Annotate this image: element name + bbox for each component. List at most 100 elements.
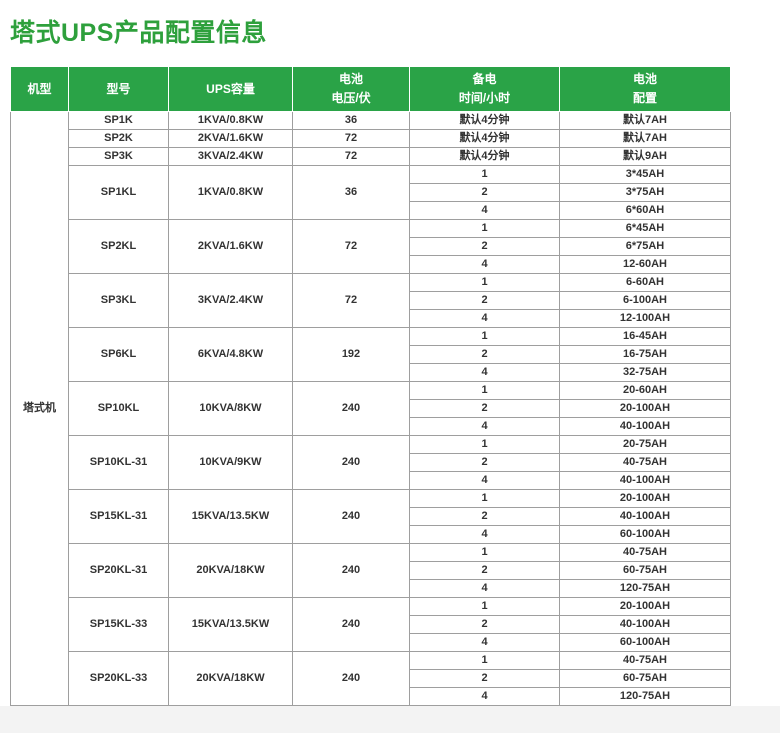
table-row: 4 12-100AH xyxy=(11,309,731,328)
cell-battery-config: 60-100AH xyxy=(559,633,731,652)
cell-battery-config: 120-75AH xyxy=(559,687,731,706)
cell-backup-time: 4 xyxy=(409,201,560,220)
cell-backup-time: 1 xyxy=(409,327,560,346)
cell-model: SP2KL xyxy=(68,219,169,274)
cell-ups-capacity: 3KVA/2.4KW xyxy=(168,147,293,166)
cell-ups-capacity: 20KVA/18KW xyxy=(168,651,293,706)
table-row: 4 60-100AH xyxy=(11,633,731,652)
cell-backup-time: 默认4分钟 xyxy=(409,129,560,148)
cell-backup-time: 4 xyxy=(409,471,560,490)
cell-battery-voltage: 240 xyxy=(292,651,410,706)
table-row: 2 3*75AH xyxy=(11,183,731,202)
table-row: SP20KL-31 20KVA/18KW 240 1 40-75AH xyxy=(11,543,731,598)
cell-battery-config: 6-60AH xyxy=(559,273,731,292)
cell-backup-time: 2 xyxy=(409,561,560,580)
cell-backup-time: 1 xyxy=(409,489,560,508)
cell-model: SP1KL xyxy=(68,165,169,220)
cell-backup-time: 1 xyxy=(409,651,560,670)
cell-battery-config: 40-100AH xyxy=(559,417,731,436)
cell-battery-config: 默认7AH xyxy=(559,129,731,148)
cell-model: SP15KL-33 xyxy=(68,597,169,652)
table-row: 4 40-100AH xyxy=(11,471,731,490)
table-row: SP2KL 2KVA/1.6KW 72 1 6*45AH xyxy=(11,219,731,274)
col-header-battery-config: 电池 配置 xyxy=(559,66,731,112)
page: 塔式UPS产品配置信息 机型 型号 UPS容量 电池 电压/伏 备电 时间/小时… xyxy=(10,19,731,706)
cell-ups-capacity: 10KVA/9KW xyxy=(168,435,293,490)
cell-battery-config: 20-100AH xyxy=(559,399,731,418)
cell-backup-time: 2 xyxy=(409,345,560,364)
table-row: 2 60-75AH xyxy=(11,561,731,580)
cell-backup-time: 1 xyxy=(409,381,560,400)
cell-battery-config: 60-75AH xyxy=(559,669,731,688)
table-row: 2 40-100AH xyxy=(11,615,731,634)
table-row: SP3K 3KVA/2.4KW 72 默认4分钟 默认9AH xyxy=(11,147,731,166)
cell-battery-config: 默认7AH xyxy=(559,111,731,130)
cell-battery-voltage: 72 xyxy=(292,219,410,274)
table-row: SP10KL-31 10KVA/9KW 240 1 20-75AH xyxy=(11,435,731,490)
cell-model: SP1K xyxy=(68,111,169,130)
cell-backup-time: 2 xyxy=(409,291,560,310)
table-row: 2 6-100AH xyxy=(11,291,731,310)
ups-config-table: 机型 型号 UPS容量 电池 电压/伏 备电 时间/小时 电池 配置 塔式机 SP… xyxy=(10,66,731,706)
cell-backup-time: 1 xyxy=(409,597,560,616)
cell-battery-config: 3*75AH xyxy=(559,183,731,202)
cell-model: SP15KL-31 xyxy=(68,489,169,544)
table-row: SP6KL 6KVA/4.8KW 192 1 16-45AH xyxy=(11,327,731,382)
cell-battery-config: 32-75AH xyxy=(559,363,731,382)
cell-battery-config: 默认9AH xyxy=(559,147,731,166)
cell-battery-config: 6*75AH xyxy=(559,237,731,256)
cell-battery-config: 16-45AH xyxy=(559,327,731,346)
table-row: 4 32-75AH xyxy=(11,363,731,382)
cell-backup-time: 4 xyxy=(409,633,560,652)
cell-ups-capacity: 6KVA/4.8KW xyxy=(168,327,293,382)
cell-backup-time: 1 xyxy=(409,435,560,454)
cell-battery-voltage: 240 xyxy=(292,435,410,490)
table-row: 2 40-75AH xyxy=(11,453,731,472)
cell-model: SP6KL xyxy=(68,327,169,382)
cell-backup-time: 2 xyxy=(409,183,560,202)
cell-backup-time: 4 xyxy=(409,525,560,544)
table-row: 2 20-100AH xyxy=(11,399,731,418)
col-header-backup-time: 备电 时间/小时 xyxy=(409,66,560,112)
table-header: 机型 型号 UPS容量 电池 电压/伏 备电 时间/小时 电池 配置 xyxy=(10,66,731,112)
page-bottom-area xyxy=(0,706,780,733)
cell-backup-time: 2 xyxy=(409,399,560,418)
table-row: SP10KL 10KVA/8KW 240 1 20-60AH xyxy=(11,381,731,436)
cell-backup-time: 2 xyxy=(409,453,560,472)
col-header-ups-capacity: UPS容量 xyxy=(168,66,293,112)
cell-battery-config: 20-100AH xyxy=(559,597,731,616)
table-row: SP20KL-33 20KVA/18KW 240 1 40-75AH xyxy=(11,651,731,706)
cell-battery-config: 20-60AH xyxy=(559,381,731,400)
cell-ups-capacity: 15KVA/13.5KW xyxy=(168,489,293,544)
cell-backup-time: 2 xyxy=(409,237,560,256)
cell-battery-config: 60-100AH xyxy=(559,525,731,544)
cell-battery-config: 40-75AH xyxy=(559,651,731,670)
cell-battery-config: 40-75AH xyxy=(559,453,731,472)
cell-battery-config: 12-60AH xyxy=(559,255,731,274)
col-header-model: 型号 xyxy=(68,66,169,112)
cell-backup-time: 4 xyxy=(409,579,560,598)
cell-model: SP3K xyxy=(68,147,169,166)
cell-battery-voltage: 72 xyxy=(292,147,410,166)
cell-battery-config: 20-75AH xyxy=(559,435,731,454)
table-header-row: 机型 型号 UPS容量 电池 电压/伏 备电 时间/小时 电池 配置 xyxy=(10,66,731,112)
cell-battery-config: 6*60AH xyxy=(559,201,731,220)
cell-battery-voltage: 240 xyxy=(292,381,410,436)
table-row: 4 120-75AH xyxy=(11,687,731,706)
cell-battery-config: 40-100AH xyxy=(559,471,731,490)
table-row: 塔式机 SP1K 1KVA/0.8KW 36 默认4分钟 默认7AH xyxy=(10,111,731,706)
cell-backup-time: 默认4分钟 xyxy=(409,147,560,166)
cell-battery-config: 120-75AH xyxy=(559,579,731,598)
cell-backup-time: 4 xyxy=(409,309,560,328)
cell-battery-voltage: 240 xyxy=(292,489,410,544)
cell-backup-time: 1 xyxy=(409,165,560,184)
cell-backup-time: 2 xyxy=(409,615,560,634)
cell-battery-config: 3*45AH xyxy=(559,165,731,184)
cell-battery-config: 16-75AH xyxy=(559,345,731,364)
table-row: 2 16-75AH xyxy=(11,345,731,364)
table-row: SP1KL 1KVA/0.8KW 36 1 3*45AH xyxy=(11,165,731,220)
cell-backup-time: 默认4分钟 xyxy=(409,111,560,130)
table-row: 4 12-60AH xyxy=(11,255,731,274)
cell-ups-capacity: 3KVA/2.4KW xyxy=(168,273,293,328)
cell-battery-config: 12-100AH xyxy=(559,309,731,328)
